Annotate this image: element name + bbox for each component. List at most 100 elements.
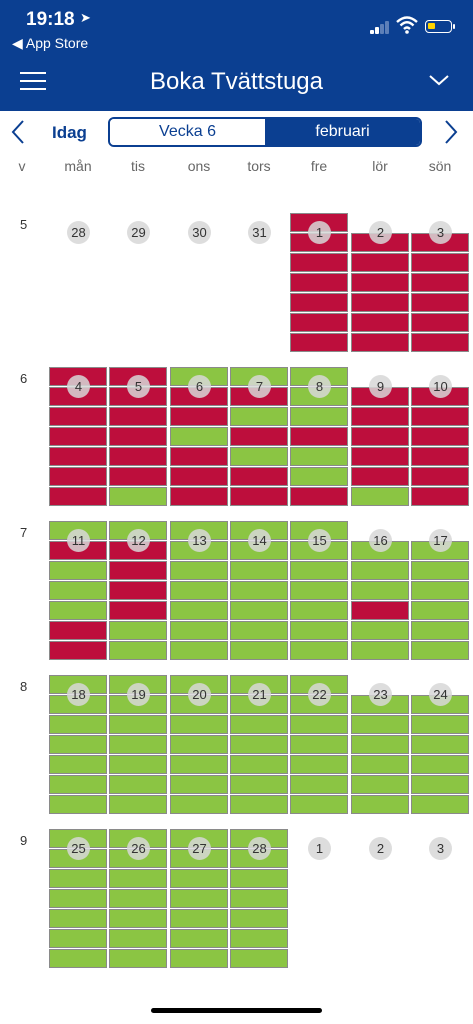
free-slot[interactable] [411, 795, 469, 814]
booked-slot[interactable] [351, 313, 409, 332]
day-cell[interactable]: 8 [290, 367, 348, 507]
booked-slot[interactable] [170, 447, 228, 466]
booked-slot[interactable] [351, 447, 409, 466]
booked-slot[interactable] [351, 253, 409, 272]
free-slot[interactable] [49, 929, 107, 948]
hamburger-menu-icon[interactable] [20, 72, 46, 91]
free-slot[interactable] [49, 949, 107, 968]
booked-slot[interactable] [109, 467, 167, 486]
day-cell[interactable]: 12 [109, 521, 167, 661]
free-slot[interactable] [170, 909, 228, 928]
free-slot[interactable] [170, 641, 228, 660]
free-slot[interactable] [290, 755, 348, 774]
free-slot[interactable] [230, 407, 288, 426]
booked-slot[interactable] [411, 313, 469, 332]
day-cell[interactable]: 25 [49, 829, 107, 969]
free-slot[interactable] [109, 795, 167, 814]
free-slot[interactable] [230, 909, 288, 928]
free-slot[interactable] [230, 447, 288, 466]
day-cell[interactable]: 27 [170, 829, 228, 969]
booked-slot[interactable] [411, 407, 469, 426]
month-tab[interactable]: februari [265, 119, 420, 145]
booked-slot[interactable] [351, 273, 409, 292]
free-slot[interactable] [411, 755, 469, 774]
free-slot[interactable] [170, 601, 228, 620]
free-slot[interactable] [230, 621, 288, 640]
day-cell[interactable]: 18 [49, 675, 107, 815]
day-cell[interactable]: 10 [411, 367, 469, 507]
back-to-app-store-link[interactable]: ◀ App Store [12, 35, 89, 51]
free-slot[interactable] [49, 775, 107, 794]
free-slot[interactable] [109, 641, 167, 660]
booked-slot[interactable] [49, 621, 107, 640]
booked-slot[interactable] [49, 641, 107, 660]
chevron-down-icon[interactable] [428, 72, 450, 88]
free-slot[interactable] [411, 775, 469, 794]
free-slot[interactable] [290, 775, 348, 794]
free-slot[interactable] [170, 715, 228, 734]
free-slot[interactable] [170, 889, 228, 908]
day-cell[interactable]: 6 [170, 367, 228, 507]
day-cell[interactable]: 19 [109, 675, 167, 815]
free-slot[interactable] [170, 427, 228, 446]
day-cell[interactable]: 13 [170, 521, 228, 661]
free-slot[interactable] [230, 929, 288, 948]
booked-slot[interactable] [290, 313, 348, 332]
free-slot[interactable] [290, 601, 348, 620]
booked-slot[interactable] [411, 447, 469, 466]
free-slot[interactable] [49, 581, 107, 600]
free-slot[interactable] [109, 929, 167, 948]
booked-slot[interactable] [351, 467, 409, 486]
booked-slot[interactable] [109, 407, 167, 426]
free-slot[interactable] [411, 735, 469, 754]
free-slot[interactable] [230, 715, 288, 734]
free-slot[interactable] [170, 561, 228, 580]
free-slot[interactable] [230, 755, 288, 774]
booked-slot[interactable] [230, 487, 288, 506]
free-slot[interactable] [290, 467, 348, 486]
booked-slot[interactable] [290, 487, 348, 506]
day-cell[interactable]: 22 [290, 675, 348, 815]
booked-slot[interactable] [411, 427, 469, 446]
booked-slot[interactable] [49, 447, 107, 466]
free-slot[interactable] [230, 561, 288, 580]
booked-slot[interactable] [411, 293, 469, 312]
booked-slot[interactable] [351, 293, 409, 312]
free-slot[interactable] [411, 715, 469, 734]
free-slot[interactable] [109, 621, 167, 640]
day-cell[interactable]: 23 [351, 675, 409, 815]
free-slot[interactable] [411, 561, 469, 580]
day-cell[interactable]: 1 [290, 213, 348, 353]
free-slot[interactable] [290, 641, 348, 660]
free-slot[interactable] [230, 601, 288, 620]
free-slot[interactable] [351, 755, 409, 774]
booked-slot[interactable] [351, 333, 409, 352]
booked-slot[interactable] [230, 467, 288, 486]
booked-slot[interactable] [290, 273, 348, 292]
booked-slot[interactable] [170, 467, 228, 486]
day-cell[interactable]: 9 [351, 367, 409, 507]
booked-slot[interactable] [351, 427, 409, 446]
day-cell[interactable]: 21 [230, 675, 288, 815]
booked-slot[interactable] [290, 253, 348, 272]
booked-slot[interactable] [351, 407, 409, 426]
free-slot[interactable] [170, 735, 228, 754]
free-slot[interactable] [290, 621, 348, 640]
week-tab[interactable]: Vecka 6 [110, 119, 265, 145]
free-slot[interactable] [351, 641, 409, 660]
free-slot[interactable] [351, 735, 409, 754]
day-cell[interactable]: 14 [230, 521, 288, 661]
free-slot[interactable] [351, 561, 409, 580]
free-slot[interactable] [290, 561, 348, 580]
free-slot[interactable] [290, 795, 348, 814]
free-slot[interactable] [230, 889, 288, 908]
free-slot[interactable] [170, 775, 228, 794]
free-slot[interactable] [290, 715, 348, 734]
free-slot[interactable] [49, 795, 107, 814]
free-slot[interactable] [49, 909, 107, 928]
day-cell[interactable]: 24 [411, 675, 469, 815]
free-slot[interactable] [49, 735, 107, 754]
free-slot[interactable] [170, 755, 228, 774]
free-slot[interactable] [230, 949, 288, 968]
booked-slot[interactable] [109, 601, 167, 620]
